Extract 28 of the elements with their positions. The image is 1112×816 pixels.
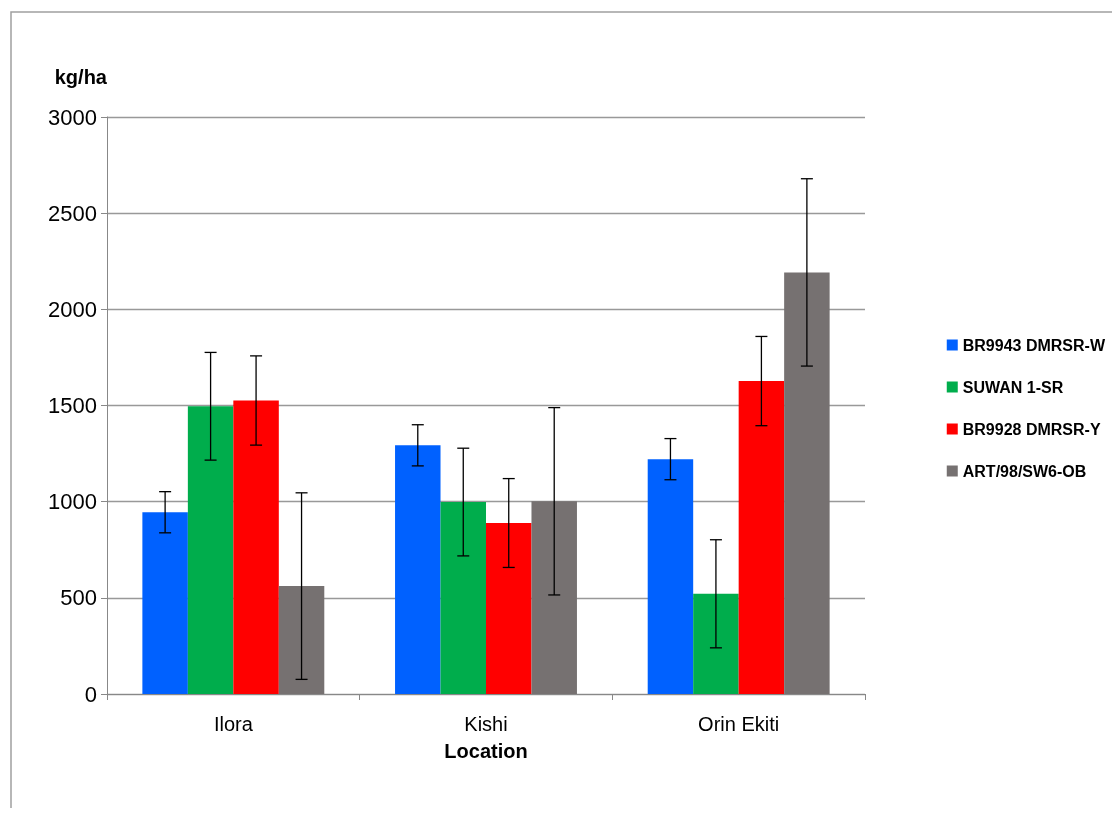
bar [440, 502, 486, 694]
legend-label: ART/98/SW6-OB [962, 462, 1087, 480]
bar [187, 406, 234, 694]
y-tick-label: 3000 [48, 104, 97, 130]
bar [784, 272, 830, 694]
y-tick-label: 500 [60, 585, 97, 611]
y-tick-label: 0 [84, 681, 97, 707]
y-tick-label: 1000 [48, 489, 97, 515]
bar [693, 593, 739, 694]
y-tick-label: 2000 [48, 296, 97, 322]
bar [395, 445, 441, 694]
bar [278, 586, 325, 694]
y-tick-label: 1500 [48, 393, 97, 418]
legend-label: SUWAN 1-SR [962, 378, 1064, 396]
x-tick-label: Orin Ekiti [698, 713, 780, 735]
x-tick-label: Kishi [464, 713, 508, 735]
bar [647, 459, 694, 694]
y-tick-label: 2500 [48, 200, 97, 226]
x-tick-label: Ilora [213, 713, 254, 735]
legend-label: BR9943 DMRSR-W [962, 336, 1106, 354]
bar [233, 400, 279, 694]
bar [486, 523, 532, 694]
y-axis-title: kg/ha [54, 66, 108, 88]
bar [531, 501, 577, 694]
x-axis-title: Location [444, 740, 528, 762]
bar [738, 381, 785, 694]
legend-label: BR9928 DMRSR-Y [962, 420, 1101, 438]
bar [142, 512, 188, 694]
